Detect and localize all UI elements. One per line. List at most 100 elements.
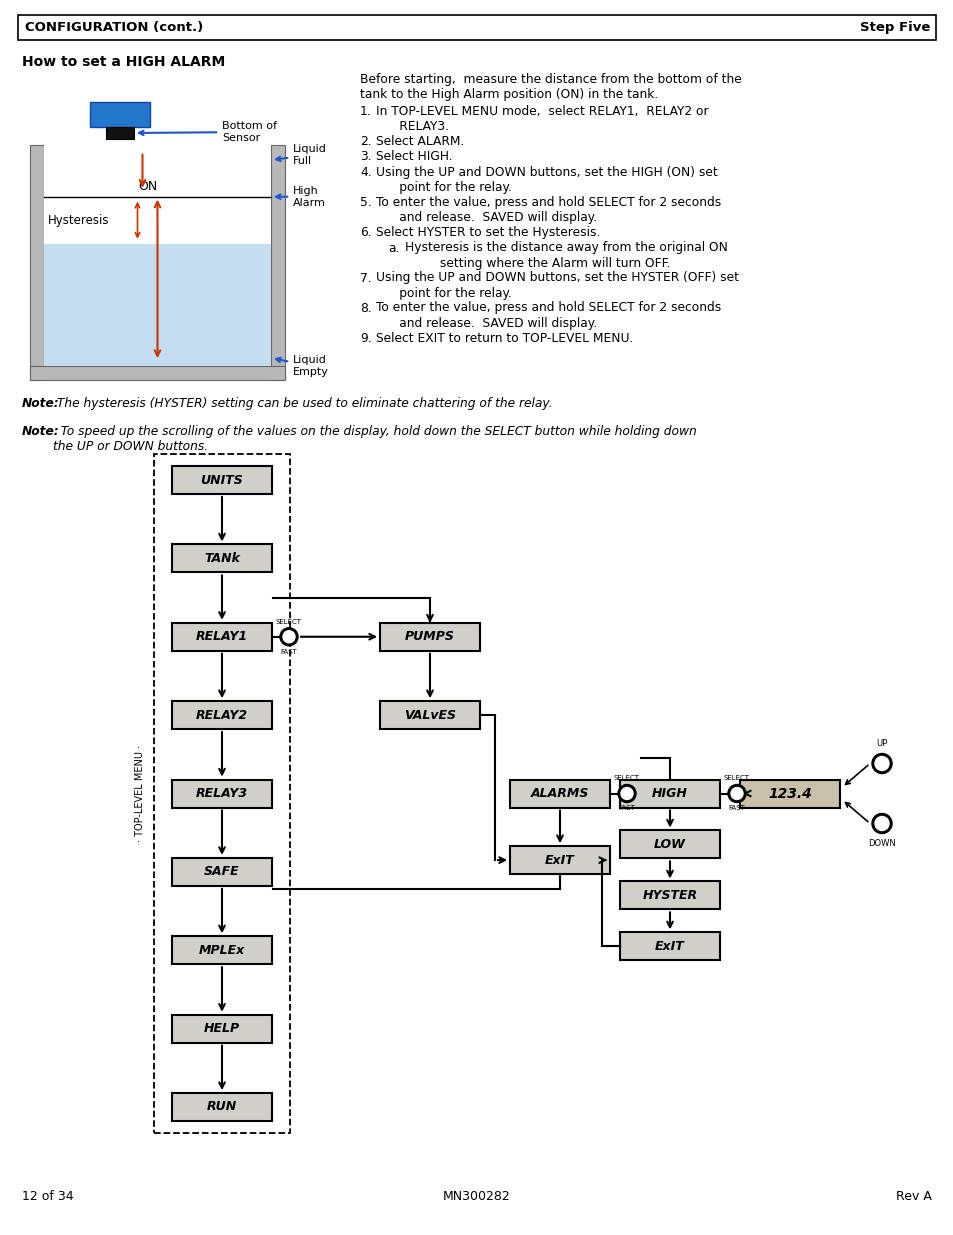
Text: HIGH: HIGH xyxy=(652,787,687,800)
Text: In TOP-LEVEL MENU mode,  select RELAY1,  RELAY2 or
      RELAY3.: In TOP-LEVEL MENU mode, select RELAY1, R… xyxy=(375,105,708,133)
Bar xyxy=(106,127,133,140)
Text: RUN: RUN xyxy=(207,1100,237,1114)
Text: The hysteresis (HYSTER) setting can be used to eliminate chattering of the relay: The hysteresis (HYSTER) setting can be u… xyxy=(53,396,552,410)
Circle shape xyxy=(280,627,297,646)
FancyBboxPatch shape xyxy=(172,466,272,494)
Text: HYSTER: HYSTER xyxy=(641,889,697,902)
Text: Rev A: Rev A xyxy=(895,1191,931,1203)
Text: RELAY3: RELAY3 xyxy=(195,787,248,800)
Text: ALARMS: ALARMS xyxy=(530,787,589,800)
FancyBboxPatch shape xyxy=(619,830,720,858)
Text: Select EXIT to return to TOP-LEVEL MENU.: Select EXIT to return to TOP-LEVEL MENU. xyxy=(375,331,633,345)
Text: SELECT: SELECT xyxy=(614,776,639,782)
FancyBboxPatch shape xyxy=(172,701,272,729)
Text: Step Five: Step Five xyxy=(859,21,929,35)
Text: RELAY2: RELAY2 xyxy=(195,709,248,721)
FancyBboxPatch shape xyxy=(172,545,272,572)
Circle shape xyxy=(283,631,294,642)
FancyBboxPatch shape xyxy=(172,936,272,965)
Text: Note:: Note: xyxy=(22,425,59,438)
Text: To speed up the scrolling of the values on the display, hold down the SELECT but: To speed up the scrolling of the values … xyxy=(53,425,696,453)
Text: MPLEx: MPLEx xyxy=(198,944,245,957)
Text: ON: ON xyxy=(138,180,157,193)
Bar xyxy=(271,144,285,380)
Text: VALvES: VALvES xyxy=(403,709,456,721)
FancyBboxPatch shape xyxy=(619,932,720,961)
Text: · TOP-LEVEL MENU ·: · TOP-LEVEL MENU · xyxy=(135,745,145,842)
Text: Select ALARM.: Select ALARM. xyxy=(375,135,464,148)
Circle shape xyxy=(620,788,633,799)
Text: MN300282: MN300282 xyxy=(442,1191,511,1203)
Text: Bottom of
Sensor: Bottom of Sensor xyxy=(139,121,276,143)
FancyBboxPatch shape xyxy=(379,622,479,651)
Bar xyxy=(18,15,935,40)
Circle shape xyxy=(874,816,888,830)
Text: PUMPS: PUMPS xyxy=(405,630,455,643)
Text: SELECT: SELECT xyxy=(275,619,302,625)
Text: RELAY1: RELAY1 xyxy=(195,630,248,643)
Circle shape xyxy=(730,788,742,799)
Text: HELP: HELP xyxy=(204,1023,240,1035)
Circle shape xyxy=(727,784,745,803)
Text: ExIT: ExIT xyxy=(544,853,575,867)
Text: ExIT: ExIT xyxy=(655,940,684,953)
Bar xyxy=(44,144,271,243)
Text: 12 of 34: 12 of 34 xyxy=(22,1191,73,1203)
Text: High
Alarm: High Alarm xyxy=(275,186,326,207)
Text: LOW: LOW xyxy=(654,837,685,851)
Text: 7.: 7. xyxy=(359,272,372,284)
Text: FAST: FAST xyxy=(728,805,744,811)
Text: a.: a. xyxy=(388,242,399,254)
Text: UP: UP xyxy=(876,740,886,748)
Text: How to set a HIGH ALARM: How to set a HIGH ALARM xyxy=(22,56,225,69)
Circle shape xyxy=(874,757,888,771)
Text: Hysteresis is the distance away from the original ON
         setting where the : Hysteresis is the distance away from the… xyxy=(405,242,727,269)
Text: DOWN: DOWN xyxy=(867,839,895,847)
Bar xyxy=(30,366,285,380)
Text: Liquid
Empty: Liquid Empty xyxy=(275,356,329,377)
Text: To enter the value, press and hold SELECT for 2 seconds
      and release.  SAVE: To enter the value, press and hold SELEC… xyxy=(375,301,720,330)
FancyBboxPatch shape xyxy=(172,1015,272,1042)
FancyBboxPatch shape xyxy=(510,779,609,808)
Text: FAST: FAST xyxy=(280,648,297,655)
Text: Using the UP and DOWN buttons, set the HYSTER (OFF) set
      point for the rela: Using the UP and DOWN buttons, set the H… xyxy=(375,272,739,300)
Bar xyxy=(44,243,271,366)
Text: 3.: 3. xyxy=(359,151,372,163)
Bar xyxy=(90,103,150,127)
FancyBboxPatch shape xyxy=(619,779,720,808)
FancyBboxPatch shape xyxy=(172,622,272,651)
Text: Select HYSTER to set the Hysteresis.: Select HYSTER to set the Hysteresis. xyxy=(375,226,599,240)
Text: 9.: 9. xyxy=(359,331,372,345)
Text: SAFE: SAFE xyxy=(204,866,239,878)
Text: CONFIGURATION (cont.): CONFIGURATION (cont.) xyxy=(25,21,203,35)
Text: SELECT: SELECT xyxy=(723,776,749,782)
Text: Before starting,  measure the distance from the bottom of the
tank to the High A: Before starting, measure the distance fr… xyxy=(359,73,741,101)
Circle shape xyxy=(871,753,891,773)
Text: Note:: Note: xyxy=(22,396,59,410)
Text: FAST: FAST xyxy=(618,805,635,811)
Text: UNITS: UNITS xyxy=(200,473,243,487)
FancyBboxPatch shape xyxy=(379,701,479,729)
Text: Using the UP and DOWN buttons, set the HIGH (ON) set
      point for the relay.: Using the UP and DOWN buttons, set the H… xyxy=(375,165,717,194)
FancyBboxPatch shape xyxy=(740,779,840,808)
Text: Liquid
Full: Liquid Full xyxy=(275,144,327,165)
Bar xyxy=(30,144,44,380)
Text: To enter the value, press and hold SELECT for 2 seconds
      and release.  SAVE: To enter the value, press and hold SELEC… xyxy=(375,196,720,224)
Text: 1.: 1. xyxy=(359,105,372,119)
Text: 4.: 4. xyxy=(359,165,372,179)
Text: 8.: 8. xyxy=(359,301,372,315)
FancyBboxPatch shape xyxy=(619,882,720,909)
Circle shape xyxy=(618,784,636,803)
Text: Select HIGH.: Select HIGH. xyxy=(375,151,452,163)
Text: TANk: TANk xyxy=(204,552,240,564)
FancyBboxPatch shape xyxy=(172,779,272,808)
Text: 5.: 5. xyxy=(359,196,372,209)
FancyBboxPatch shape xyxy=(172,1093,272,1121)
Text: 123.4: 123.4 xyxy=(767,787,811,800)
FancyBboxPatch shape xyxy=(510,846,609,874)
Bar xyxy=(153,454,290,1132)
FancyBboxPatch shape xyxy=(172,858,272,885)
Text: Hysteresis: Hysteresis xyxy=(48,214,110,227)
Circle shape xyxy=(871,814,891,834)
Text: 6.: 6. xyxy=(359,226,372,240)
